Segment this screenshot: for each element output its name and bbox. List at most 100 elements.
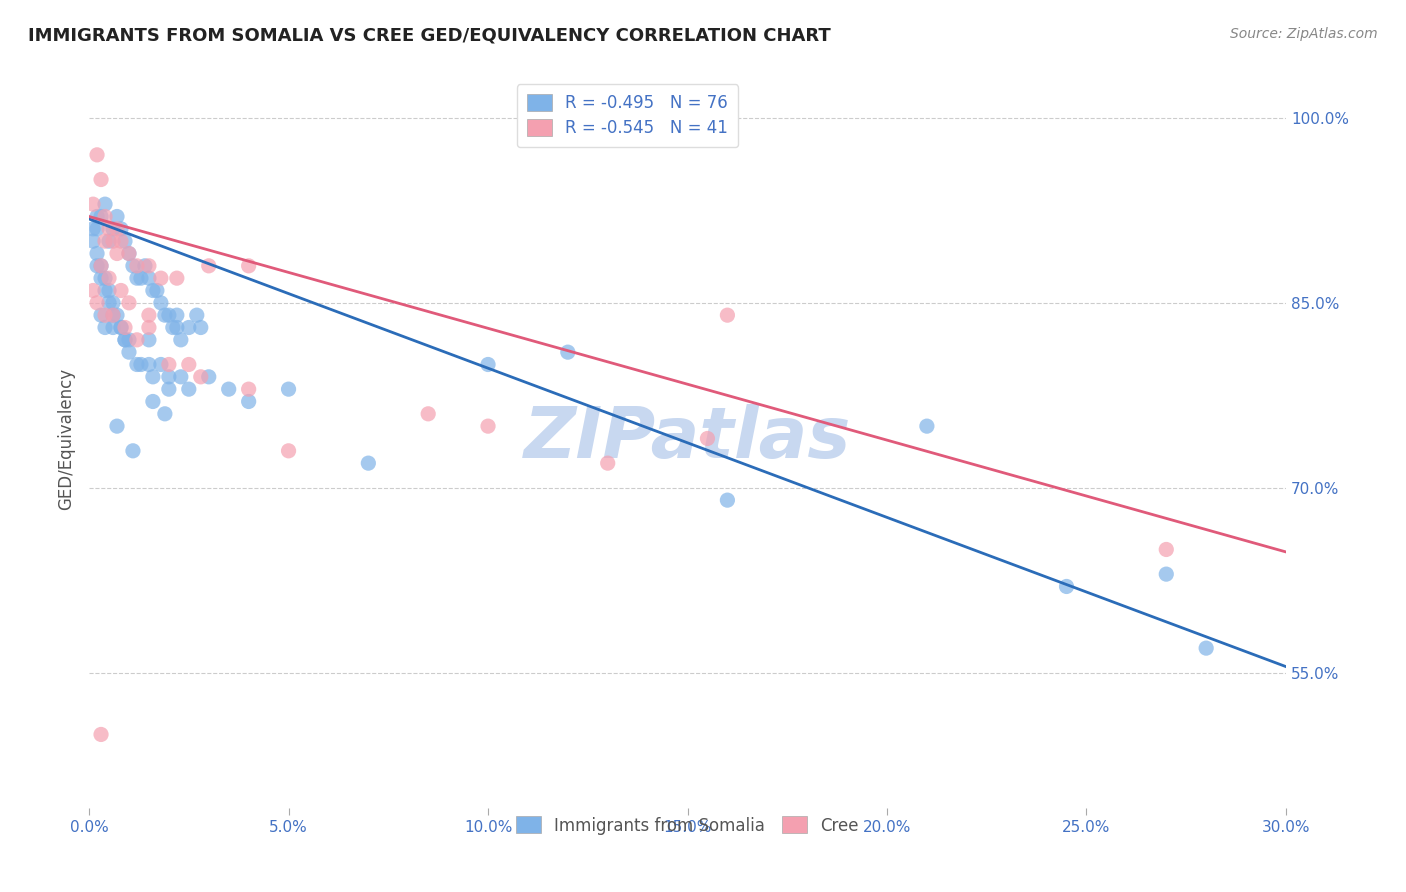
Point: [138, 333, 160, 347]
Point: [114, 333, 136, 347]
Point: [238, 394, 260, 409]
Point: [134, 259, 156, 273]
Point: [157, 358, 180, 372]
Point: [101, 308, 124, 322]
Point: [122, 443, 145, 458]
Point: [149, 271, 172, 285]
Point: [146, 284, 169, 298]
Point: [129, 358, 152, 372]
Point: [101, 222, 124, 236]
Point: [142, 369, 165, 384]
Point: [1195, 641, 1218, 656]
Point: [86, 246, 108, 260]
Point: [138, 271, 160, 285]
Text: ZIPatlas: ZIPatlas: [524, 404, 851, 473]
Point: [153, 308, 176, 322]
Point: [418, 407, 440, 421]
Point: [94, 320, 117, 334]
Point: [98, 295, 121, 310]
Point: [190, 320, 212, 334]
Point: [105, 210, 128, 224]
Point: [197, 259, 219, 273]
Point: [149, 295, 172, 310]
Point: [101, 320, 124, 334]
Point: [110, 320, 132, 334]
Point: [114, 333, 136, 347]
Point: [114, 320, 136, 334]
Legend: Immigrants from Somalia, Cree: Immigrants from Somalia, Cree: [506, 806, 869, 845]
Point: [125, 333, 148, 347]
Point: [125, 259, 148, 273]
Point: [177, 358, 200, 372]
Point: [90, 172, 112, 186]
Point: [94, 308, 117, 322]
Point: [101, 308, 124, 322]
Point: [90, 259, 112, 273]
Point: [157, 369, 180, 384]
Point: [186, 308, 208, 322]
Point: [557, 345, 579, 359]
Point: [357, 456, 380, 470]
Text: IMMIGRANTS FROM SOMALIA VS CREE GED/EQUIVALENCY CORRELATION CHART: IMMIGRANTS FROM SOMALIA VS CREE GED/EQUI…: [28, 27, 831, 45]
Point: [118, 246, 141, 260]
Point: [82, 222, 104, 236]
Point: [122, 259, 145, 273]
Point: [82, 197, 104, 211]
Point: [94, 271, 117, 285]
Point: [277, 382, 299, 396]
Point: [190, 369, 212, 384]
Point: [82, 234, 104, 248]
Point: [118, 246, 141, 260]
Point: [90, 271, 112, 285]
Point: [218, 382, 240, 396]
Point: [98, 234, 121, 248]
Point: [125, 358, 148, 372]
Point: [915, 419, 938, 434]
Point: [86, 148, 108, 162]
Point: [118, 345, 141, 359]
Point: [105, 246, 128, 260]
Point: [90, 210, 112, 224]
Point: [105, 308, 128, 322]
Point: [110, 222, 132, 236]
Point: [138, 320, 160, 334]
Point: [105, 419, 128, 434]
Point: [157, 308, 180, 322]
Point: [125, 271, 148, 285]
Point: [177, 320, 200, 334]
Point: [94, 197, 117, 211]
Point: [101, 295, 124, 310]
Point: [166, 308, 188, 322]
Point: [277, 443, 299, 458]
Point: [142, 394, 165, 409]
Point: [94, 234, 117, 248]
Point: [166, 271, 188, 285]
Point: [94, 284, 117, 298]
Point: [98, 222, 121, 236]
Point: [153, 407, 176, 421]
Point: [114, 234, 136, 248]
Point: [696, 432, 718, 446]
Point: [177, 382, 200, 396]
Point: [170, 369, 193, 384]
Point: [86, 210, 108, 224]
Point: [129, 271, 152, 285]
Point: [98, 284, 121, 298]
Point: [142, 284, 165, 298]
Point: [118, 295, 141, 310]
Point: [1154, 542, 1177, 557]
Point: [90, 259, 112, 273]
Point: [157, 382, 180, 396]
Point: [162, 320, 184, 334]
Point: [477, 419, 499, 434]
Point: [197, 369, 219, 384]
Point: [170, 333, 193, 347]
Point: [238, 382, 260, 396]
Point: [110, 284, 132, 298]
Point: [94, 210, 117, 224]
Point: [105, 222, 128, 236]
Point: [1056, 579, 1078, 593]
Point: [90, 308, 112, 322]
Point: [86, 295, 108, 310]
Point: [166, 320, 188, 334]
